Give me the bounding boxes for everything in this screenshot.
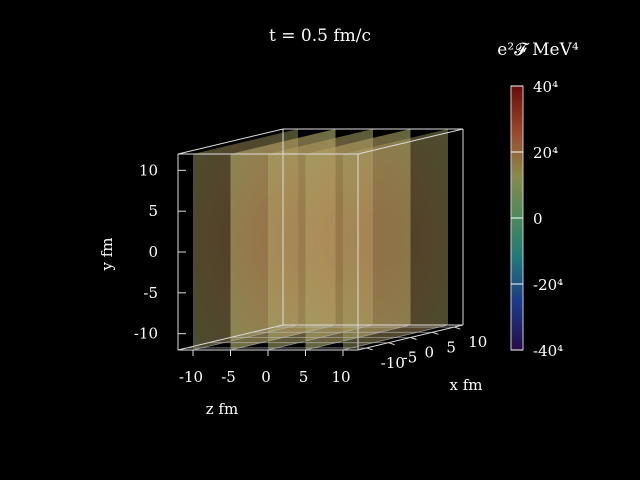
x-tick-2 (410, 337, 417, 340)
chart-title: t = 0.5 fm/c (269, 26, 371, 46)
y-tick-label-1: -5 (143, 284, 158, 302)
x-axis-label: x fm (449, 376, 482, 394)
z-tick-label-0: -10 (179, 368, 203, 386)
x-tick-label-3: 5 (446, 338, 456, 356)
colorbar-tick-label-2: 0 (533, 210, 543, 228)
x-tick-0 (366, 347, 373, 351)
z-tick-label-2: 0 (261, 368, 271, 386)
y-axis-label: y fm (98, 237, 116, 271)
colorbar-tick-label-4: -40⁴ (533, 342, 563, 360)
x-tick-4 (454, 326, 461, 330)
z-tick-label-4: 10 (331, 368, 350, 386)
z-tick-label-1: -5 (221, 368, 236, 386)
slice-z-4 (343, 129, 448, 350)
floor-grid-z-3 (305, 324, 411, 351)
colorbar: 40⁴ 20⁴ 0 -20⁴ -40⁴ (510, 78, 563, 360)
colorbar-tick-label-1: 20⁴ (533, 144, 558, 162)
y-tick-label-3: 5 (148, 202, 158, 220)
box-edge-10 (357, 128, 464, 155)
floor-grid-z-2 (267, 324, 374, 351)
floor-grid-z-4 (342, 324, 449, 351)
x-tick-label-2: 0 (425, 344, 435, 362)
slice-layer (193, 129, 448, 350)
z-tick-label-3: 5 (299, 368, 309, 386)
floor-grid (186, 324, 455, 351)
x-tick-3 (432, 331, 439, 335)
x-tick-1 (388, 342, 395, 346)
colorbar-title: e²𝓕 MeV⁴ (497, 40, 579, 60)
colorbar-tick-label-3: -20⁴ (533, 276, 563, 294)
x-tick-label-1: -5 (403, 349, 418, 367)
z-axis-label: z fm (206, 400, 238, 418)
y-tick-label-0: -10 (134, 325, 158, 343)
y-tick-label-2: 0 (148, 243, 158, 261)
x-tick-label-0: -10 (381, 354, 405, 372)
box-edge-9 (177, 128, 284, 155)
colorbar-tick-label-0: 40⁴ (533, 78, 558, 96)
x-tick-label-4: 10 (468, 333, 487, 351)
y-tick-label-4: 10 (139, 161, 158, 179)
